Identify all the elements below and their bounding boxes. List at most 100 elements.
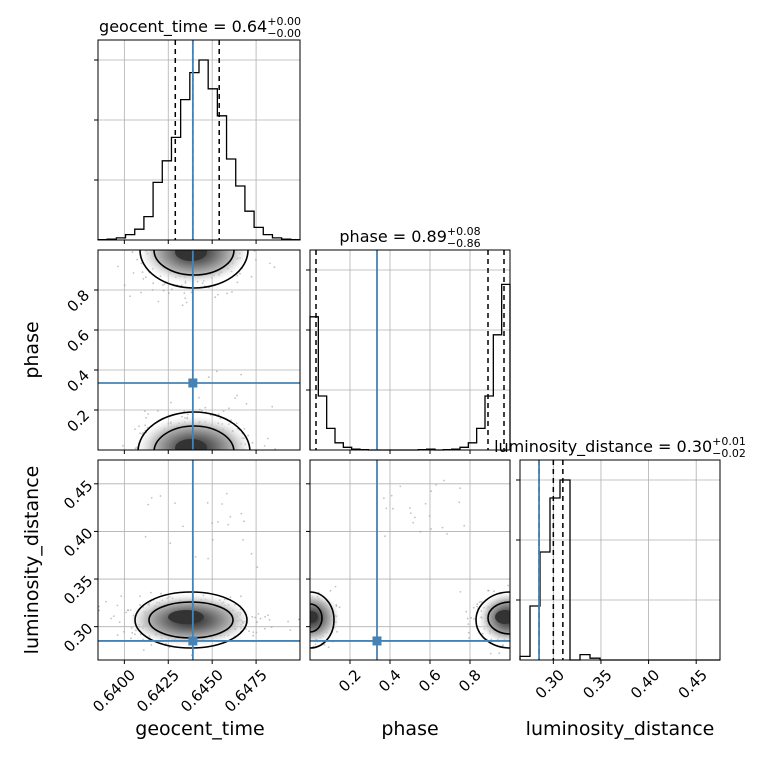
sample-point <box>157 410 159 412</box>
contour-right-core <box>495 610 510 624</box>
panel-phase-vs-geocent-time: 0.2 0.4 0.6 0.8 <box>64 240 301 457</box>
sample-point <box>179 246 181 248</box>
sample-point <box>131 251 134 254</box>
sample-point <box>476 605 478 608</box>
sample-point <box>324 663 326 665</box>
sample-point <box>204 406 207 409</box>
sample-point <box>511 592 513 594</box>
sample-point <box>327 646 330 648</box>
sample-point <box>284 241 286 243</box>
sample-point <box>194 556 197 558</box>
sample-point <box>305 631 307 633</box>
sample-point <box>190 291 193 294</box>
sample-point <box>301 621 303 623</box>
sample-point <box>303 630 305 632</box>
sample-point <box>512 624 514 626</box>
x-tick-label: 0.6425 <box>133 666 183 716</box>
injection-marker <box>188 378 198 388</box>
sample-point <box>511 601 513 603</box>
sample-point <box>314 643 317 646</box>
sample-point <box>206 242 208 244</box>
sample-point <box>308 638 310 640</box>
sample-point <box>458 501 461 504</box>
sample-point <box>303 629 305 631</box>
sample-point <box>248 630 250 632</box>
contour-inner <box>168 610 204 624</box>
sample-point <box>303 638 305 640</box>
sample-point <box>516 614 518 616</box>
sample-point <box>446 533 448 535</box>
sample-point <box>467 623 470 625</box>
sample-point <box>138 425 140 428</box>
sample-point <box>301 619 303 621</box>
sample-point <box>414 516 416 519</box>
sample-point <box>430 528 432 530</box>
sample-point <box>487 589 490 592</box>
x-tick-label: 0.8 <box>455 666 485 696</box>
sample-point <box>147 503 150 506</box>
sample-point <box>183 410 186 413</box>
sample-point <box>139 432 142 435</box>
sample-point <box>243 428 246 430</box>
sample-point <box>252 631 255 633</box>
sample-point <box>334 585 337 588</box>
sample-point <box>336 630 338 633</box>
sample-point <box>300 622 302 624</box>
sample-point <box>251 615 254 618</box>
sample-point <box>169 542 172 545</box>
sample-point <box>211 538 214 541</box>
sample-point <box>229 515 232 518</box>
sample-point <box>226 451 228 453</box>
sample-point <box>183 243 185 245</box>
y-tick-label: 0.30 <box>60 619 96 655</box>
sample-point <box>150 241 152 243</box>
sample-point <box>226 243 228 245</box>
sample-point <box>221 503 224 505</box>
x-tick-label: 0.2 <box>335 666 365 696</box>
sample-point <box>200 246 202 248</box>
contour-top-mid <box>153 250 235 276</box>
sample-point <box>195 240 197 242</box>
sample-point <box>234 397 237 399</box>
sample-point <box>215 370 218 373</box>
sample-point <box>300 629 302 631</box>
sample-point <box>463 524 466 527</box>
sample-point <box>171 288 173 291</box>
sample-point <box>412 521 415 524</box>
sample-point <box>257 613 260 615</box>
sample-point <box>245 402 248 405</box>
x-tick-label: 0.45 <box>675 666 711 702</box>
sample-point <box>225 453 227 455</box>
sample-point <box>263 445 266 447</box>
sample-point <box>428 515 431 517</box>
sample-point <box>197 455 199 457</box>
x-axis-label-geocent-time: geocent_time <box>135 718 264 740</box>
sample-point <box>150 644 153 646</box>
sample-point <box>516 613 518 615</box>
sample-point <box>419 530 422 533</box>
x-tick-label: 0.30 <box>532 666 568 702</box>
sample-point <box>307 633 309 635</box>
sample-point <box>98 609 101 612</box>
sample-point <box>183 292 186 294</box>
contour-right-inner <box>487 601 510 635</box>
sample-point <box>154 455 156 457</box>
sample-point <box>255 258 257 261</box>
sample-point <box>217 413 220 416</box>
sample-point <box>443 479 445 482</box>
sample-point <box>392 507 394 510</box>
sample-point <box>160 592 162 595</box>
x-tick-label: 0.6475 <box>221 666 271 716</box>
sample-point <box>169 241 171 243</box>
x-tick-label: 0.6450 <box>177 666 227 716</box>
sample-point <box>307 631 309 633</box>
sample-point <box>267 614 269 617</box>
sample-point <box>270 626 273 628</box>
sample-point <box>513 619 515 621</box>
sample-point <box>304 630 306 632</box>
sample-point <box>226 292 229 295</box>
sample-point <box>518 609 520 611</box>
contour-bottom-outer <box>137 411 251 450</box>
sample-point <box>159 495 162 497</box>
